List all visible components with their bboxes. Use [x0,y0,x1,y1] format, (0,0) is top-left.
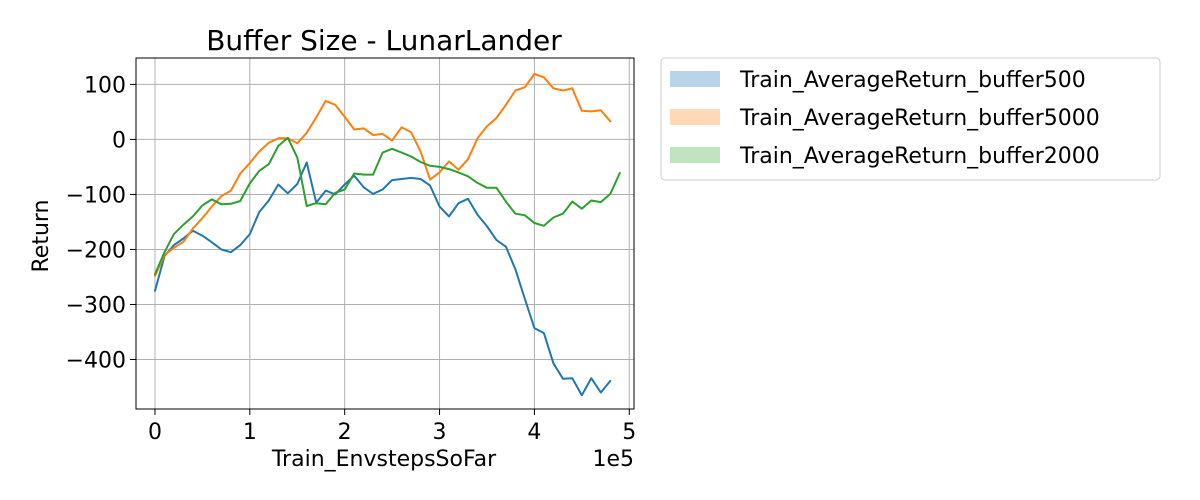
legend-swatch [670,109,720,125]
y-tick-label: −200 [66,238,126,263]
y-tick-label: −100 [66,183,126,208]
series-line-train-averagereturn-buffer2000 [154,136,621,276]
plot-frame [135,57,635,410]
x-tick-label: 2 [338,420,352,445]
legend-swatch [670,147,720,163]
axis-ticks: 0 1 2 3 4 5 100 0 −100 −200 −300 −400 [66,73,637,445]
y-tick-label: 100 [84,73,126,98]
legend: Train_AverageReturn_buffer500 Train_Avera… [660,57,1161,181]
x-tick-label: 0 [148,420,162,445]
x-tick-label: 4 [527,420,541,445]
chart-title: Buffer Size - LunarLander [206,24,562,57]
legend-label: Train_AverageReturn_buffer2000 [739,144,1100,169]
y-tick-label: 0 [112,128,126,153]
y-tick-label: −400 [66,348,126,373]
y-axis-label: Return [29,199,54,272]
x-axis-label: Train_EnvstepsSoFar [271,447,497,472]
x-axis-offset-label: 1e5 [592,447,634,472]
x-tick-label: 1 [243,420,257,445]
legend-frame [660,57,1161,181]
x-tick-label: 3 [433,420,447,445]
plot-area [136,58,634,409]
series-line-train-averagereturn-buffer5000 [154,73,612,277]
legend-swatch [670,71,720,87]
legend-label: Train_AverageReturn_buffer5000 [739,106,1100,131]
legend-label: Train_AverageReturn_buffer500 [739,68,1086,93]
series-line-train-averagereturn-buffer500 [154,161,612,397]
series-lines [154,73,621,397]
x-tick-label: 5 [622,420,636,445]
y-tick-label: −300 [66,293,126,318]
